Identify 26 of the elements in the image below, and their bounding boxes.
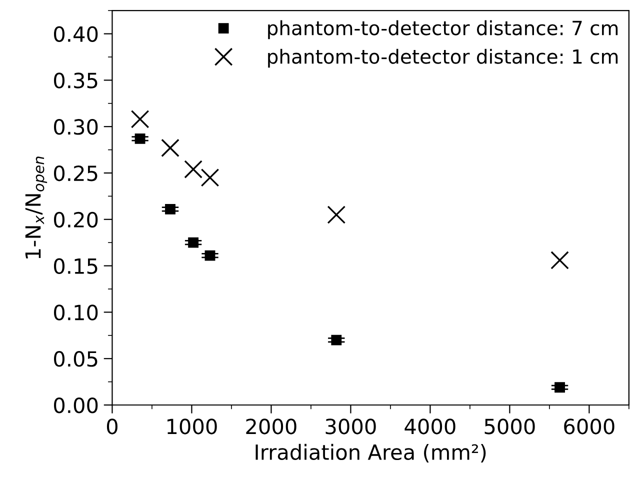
point: [130, 110, 150, 128]
x-tick-label: 6000: [564, 418, 614, 434]
y-tick-label: 0.00: [54, 397, 98, 414]
x-tick-label: 0: [106, 418, 118, 434]
y-tick-label: 0.35: [54, 72, 98, 88]
legend-label: phantom-to-detector distance: 1 cm: [268, 48, 618, 68]
point: [327, 206, 346, 224]
x-tick-label: 5000: [484, 418, 535, 434]
y-tick-label: 0.15: [54, 258, 98, 274]
legend-label: phantom-to-detector distance: 7 cm: [268, 20, 618, 40]
y-tick-label: 0.40: [54, 26, 98, 42]
x-tick-label: 1000: [167, 418, 217, 434]
point: [184, 160, 202, 178]
x-tick-label: 3000: [326, 418, 376, 434]
y-tick-label: 0.25: [54, 165, 98, 182]
x-tick-label: 4000: [404, 418, 456, 434]
point: [161, 138, 180, 158]
point: [550, 251, 569, 270]
y-tick-label: 0.10: [54, 304, 98, 320]
y-tick-label: 0.20: [54, 212, 98, 228]
point: [200, 168, 220, 187]
x-axis-title: Irradiation Area (mm²): [256, 444, 486, 462]
y-tick-label: 0.30: [54, 119, 98, 135]
y-tick-label: 0.05: [54, 351, 98, 367]
y-axis-title: 1-N$_{x}$/N$_{open}$: [25, 156, 48, 258]
x-tick-label: 2000: [246, 418, 296, 434]
